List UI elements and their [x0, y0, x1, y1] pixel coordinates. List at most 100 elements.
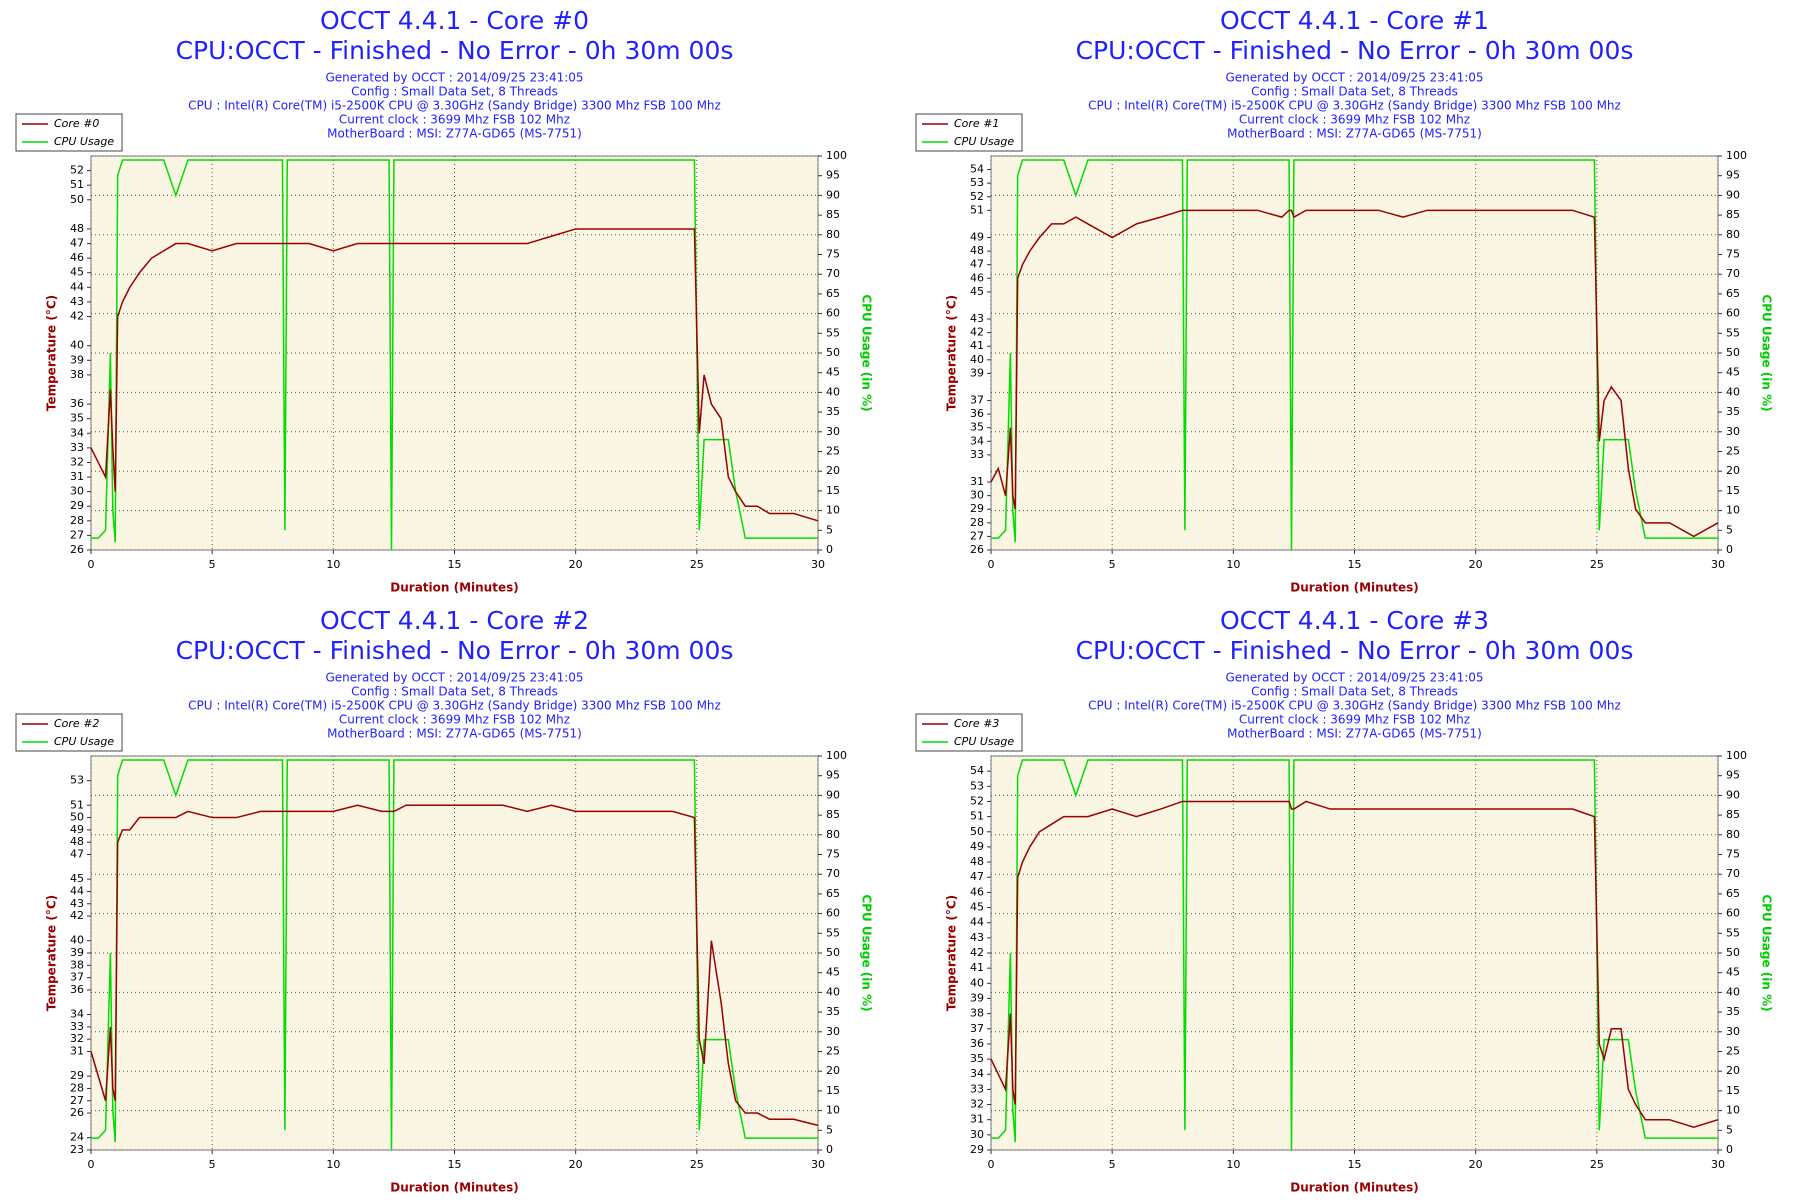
info-line: MotherBoard : MSI: Z77A-GD65 (MS-7751)	[1227, 727, 1482, 741]
y2-tick-label: 10	[826, 1104, 840, 1117]
y2-tick-label: 45	[1726, 366, 1740, 379]
y2-tick-label: 80	[826, 228, 840, 241]
y-tick-label: 29	[70, 499, 84, 512]
x-tick-label: 20	[1469, 558, 1483, 571]
x-tick-label: 30	[811, 1158, 825, 1171]
y-tick-label: 52	[970, 794, 984, 807]
y-tick-label: 39	[70, 946, 84, 959]
y2-tick-label: 20	[1726, 1064, 1740, 1077]
x-tick-label: 20	[1469, 1158, 1483, 1171]
legend-label: CPU Usage	[954, 135, 1014, 148]
y-tick-label: 28	[970, 516, 984, 529]
y2-tick-label: 0	[1726, 543, 1733, 556]
chart-subtitle: CPU:OCCT - Finished - No Error - 0h 30m …	[1076, 36, 1634, 65]
y2-tick-label: 40	[826, 385, 840, 398]
y2-tick-label: 65	[826, 287, 840, 300]
x-tick-label: 20	[569, 1158, 583, 1171]
info-line: Generated by OCCT : 2014/09/25 23:41:05	[325, 671, 583, 685]
y2-tick-label: 5	[826, 1123, 833, 1136]
y-tick-label: 31	[70, 1045, 84, 1058]
x-tick-label: 30	[811, 558, 825, 571]
y2-tick-label: 65	[1726, 287, 1740, 300]
y2-tick-label: 80	[1726, 228, 1740, 241]
y-tick-label: 54	[970, 163, 984, 176]
y-tick-label: 48	[970, 855, 984, 868]
info-line: MotherBoard : MSI: Z77A-GD65 (MS-7751)	[1227, 127, 1482, 141]
series-line	[991, 159, 1718, 551]
info-line: Generated by OCCT : 2014/09/25 23:41:05	[1225, 671, 1483, 685]
y-tick-label: 43	[70, 295, 84, 308]
y-tick-label: 27	[70, 528, 84, 541]
y2-tick-label: 30	[1726, 1025, 1740, 1038]
y-tick-label: 27	[70, 1094, 84, 1107]
x-tick-label: 10	[326, 1158, 340, 1171]
y-tick-label: 36	[970, 1037, 984, 1050]
series-line	[90, 804, 819, 1127]
y2-tick-label: 95	[826, 169, 840, 182]
series-line	[990, 800, 1719, 1129]
legend-box	[15, 713, 123, 752]
y2-tick-label: 90	[826, 788, 840, 801]
y2-tick-label: 90	[1726, 788, 1740, 801]
y-tick-label: 39	[70, 353, 84, 366]
y-tick-label: 50	[970, 825, 984, 838]
y2-tick-label: 95	[1726, 169, 1740, 182]
x-tick-label: 0	[988, 558, 995, 571]
y-tick-label: 53	[70, 774, 84, 787]
y-tick-label: 33	[970, 448, 984, 461]
x-tick-label: 15	[1348, 1158, 1362, 1171]
chart-title: OCCT 4.4.1 - Core #1	[1220, 6, 1489, 35]
y-tick-label: 44	[70, 884, 84, 897]
y2-tick-label: 5	[826, 523, 833, 536]
y-tick-label: 44	[70, 280, 84, 293]
y2-tick-label: 45	[1726, 966, 1740, 979]
y-tick-label: 43	[970, 931, 984, 944]
x-tick-label: 15	[448, 1158, 462, 1171]
y2-tick-label: 85	[1726, 208, 1740, 221]
y2-axis-label: CPU Usage (in %)	[860, 894, 874, 1011]
info-line: MotherBoard : MSI: Z77A-GD65 (MS-7751)	[327, 127, 582, 141]
y-tick-label: 44	[970, 916, 984, 929]
y-axis-label: Temperature (°C)	[45, 295, 59, 411]
y-tick-label: 51	[70, 178, 84, 191]
info-line: Current clock : 3699 Mhz FSB 102 Mhz	[1239, 113, 1470, 127]
y2-tick-label: 50	[826, 946, 840, 959]
y2-tick-label: 40	[1726, 385, 1740, 398]
y-axis-label: Temperature (°C)	[945, 895, 959, 1011]
y-tick-label: 54	[970, 764, 984, 777]
info-line: Config : Small Data Set, 8 Threads	[1251, 685, 1458, 699]
y2-tick-label: 50	[1726, 346, 1740, 359]
y-tick-label: 23	[70, 1143, 84, 1156]
y2-tick-label: 85	[826, 808, 840, 821]
y-tick-label: 47	[70, 237, 84, 250]
y2-tick-label: 100	[826, 149, 847, 162]
y2-tick-label: 5	[1726, 1123, 1733, 1136]
x-tick-label: 25	[690, 1158, 704, 1171]
x-tick-label: 25	[1590, 1158, 1604, 1171]
x-tick-label: 5	[209, 558, 216, 571]
y-tick-label: 36	[970, 407, 984, 420]
y-tick-label: 35	[970, 1052, 984, 1065]
y2-tick-label: 75	[826, 248, 840, 261]
y2-tick-label: 15	[1726, 484, 1740, 497]
y-tick-label: 29	[70, 1069, 84, 1082]
y-tick-label: 38	[970, 1007, 984, 1020]
series-line	[90, 228, 819, 522]
info-line: Config : Small Data Set, 8 Threads	[1251, 85, 1458, 99]
legend-box	[15, 113, 123, 152]
y-tick-label: 26	[70, 1106, 84, 1119]
y-tick-label: 52	[970, 190, 984, 203]
y2-axis-label: CPU Usage (in %)	[1760, 294, 1774, 411]
y2-tick-label: 65	[826, 887, 840, 900]
y-tick-label: 34	[70, 1008, 84, 1021]
y-tick-label: 37	[970, 1022, 984, 1035]
y-tick-label: 40	[970, 976, 984, 989]
legend-label: Core #0	[54, 117, 99, 130]
y-tick-label: 36	[70, 983, 84, 996]
chart-title: OCCT 4.4.1 - Core #3	[1220, 606, 1489, 635]
x-tick-label: 20	[569, 558, 583, 571]
y2-tick-label: 60	[1726, 907, 1740, 920]
y2-tick-label: 60	[1726, 307, 1740, 320]
y2-tick-label: 0	[826, 543, 833, 556]
